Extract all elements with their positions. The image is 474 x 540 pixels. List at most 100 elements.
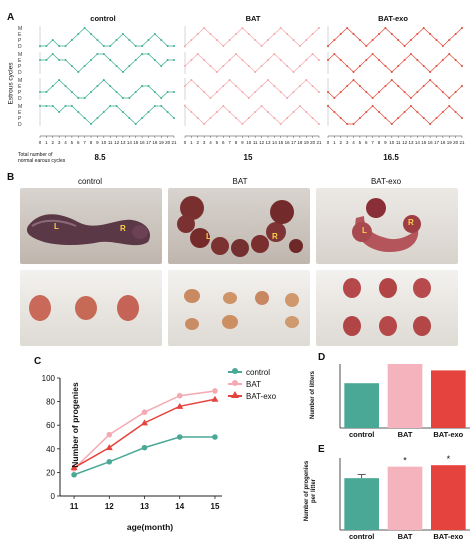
significance-marker: * [403, 456, 407, 466]
estrous-trace-point [147, 53, 150, 55]
estrous-trace-point [39, 59, 41, 61]
estrous-trace-point [305, 79, 308, 81]
series-point-control [176, 434, 183, 440]
estrous-trace-point [260, 105, 263, 107]
line-chart-x-tick-label: 14 [175, 502, 184, 511]
estrous-x-tick-label: 3 [58, 140, 61, 145]
estrous-trace-point [109, 105, 112, 107]
estrous-trace-point [121, 33, 124, 35]
estrous-x-tick-label: 2 [197, 140, 200, 145]
estrous-trace-point [461, 85, 463, 87]
estrous-trace-point [352, 79, 355, 81]
stage-letter: E [18, 84, 22, 90]
estrous-x-tick-label: 13 [408, 140, 414, 145]
estrous-trace-point [134, 91, 137, 93]
estrous-trace-point [147, 39, 150, 41]
estrous-trace-point [115, 105, 118, 107]
line-chart-ylabel: Number of progenies [70, 382, 80, 468]
estrous-trace-point [448, 105, 451, 107]
bar-category-label: BAT-exo [433, 430, 463, 439]
estrous-trace-point [166, 45, 169, 47]
estrous-trace-point [109, 59, 112, 61]
estrous-trace-point [409, 97, 412, 99]
estrous-trace-point [153, 33, 156, 35]
estrous-trace-point [228, 111, 231, 113]
estrous-trace-point [235, 53, 238, 55]
estrous-trace-point [318, 27, 320, 29]
uterus-illustration-bat [177, 196, 303, 257]
estrous-trace-point [160, 97, 163, 99]
estrous-trace-point [70, 65, 73, 67]
progenies-line-chart: 0 20 40 60 80 100 11 12 13 14 15 [42, 374, 222, 511]
stage-letter: M [18, 52, 22, 58]
estrous-trace-point [141, 45, 144, 47]
estrous-trace-point [384, 85, 387, 87]
estrous-x-tick-label: 0 [184, 140, 187, 145]
estrous-trace-point [298, 105, 301, 107]
estrous-trace-point [260, 65, 263, 67]
estrous-trace-point [196, 53, 199, 55]
total-cycles-label: Total number of normal earous cycles [18, 152, 65, 164]
estrous-trace-point [51, 39, 54, 41]
estrous-trace-point [228, 59, 231, 61]
estrous-x-tick-label: 15 [278, 140, 284, 145]
estrous-trace-point [153, 105, 156, 107]
estrous-x-tick-label: 8 [90, 140, 93, 145]
photo-title-bat-exo: BAT-exo [370, 177, 402, 186]
estrous-trace-point [134, 45, 137, 47]
estrous-x-tick-label: 9 [384, 140, 387, 145]
estrous-trace-point [90, 123, 93, 125]
significance-marker: * [447, 454, 451, 464]
estrous-trace-point [365, 59, 368, 61]
estrous-trace-point [273, 85, 276, 87]
stage-letter: P [18, 90, 22, 96]
estrous-trace-point [209, 97, 212, 99]
estrous-trace-point [292, 71, 295, 73]
estrous-trace-point [190, 39, 193, 41]
estrous-trace-point [429, 123, 432, 125]
series-point-control [212, 434, 218, 440]
estrous-trace-point [241, 59, 244, 61]
series-point-bat [106, 431, 113, 438]
mark-l-bat: L [206, 232, 211, 241]
estrous-x-tick-label: 6 [77, 140, 80, 145]
estrous-trace-point [292, 39, 295, 41]
estrous-x-tick-label: 16 [285, 140, 291, 145]
estrous-trace-point [228, 79, 231, 81]
estrous-x-tick-label: 10 [246, 140, 252, 145]
estrous-trace-point [203, 27, 206, 29]
estrous-x-tick-label: 19 [304, 140, 310, 145]
estrous-trace-point [286, 97, 289, 99]
estrous-trace-point [318, 59, 320, 61]
series-point-bat-exo [176, 402, 184, 409]
bar-bat [387, 466, 423, 530]
legend-label-bat-exo: BAT-exo [246, 391, 277, 401]
estrous-trace-point [254, 111, 257, 113]
estrous-trace-point [96, 117, 99, 119]
estrous-trace-point [166, 59, 169, 61]
panel-c-label: C [34, 356, 42, 367]
estrous-trace-point [327, 91, 329, 93]
estrous-x-tick-label: 1 [333, 140, 336, 145]
estrous-trace-point [339, 33, 342, 35]
estrous-x-tick-label: 5 [359, 140, 362, 145]
estrous-trace-point [83, 27, 86, 29]
estrous-trace-point [358, 65, 361, 67]
stage-letter: D [18, 44, 22, 50]
estrous-x-tick-label: 13 [120, 140, 126, 145]
series-point-bat [212, 388, 218, 394]
estrous-trace-point [358, 85, 361, 87]
panel-a-header-bat: BAT [245, 14, 261, 23]
estrous-x-tick-label: 0 [39, 140, 42, 145]
estrous-x-tick-label: 5 [216, 140, 219, 145]
estrous-trace-point [298, 65, 301, 67]
estrous-trace-point [403, 45, 406, 47]
estrous-trace-point [333, 111, 336, 113]
estrous-x-tick-label: 7 [228, 140, 231, 145]
estrous-trace-point [305, 111, 308, 113]
estrous-trace-point [209, 65, 212, 67]
panel-a-header-control: control [90, 14, 116, 23]
uterus-photo-bat: L R [168, 188, 310, 264]
estrous-trace-point [90, 33, 93, 35]
estrous-trace-point [115, 39, 118, 41]
